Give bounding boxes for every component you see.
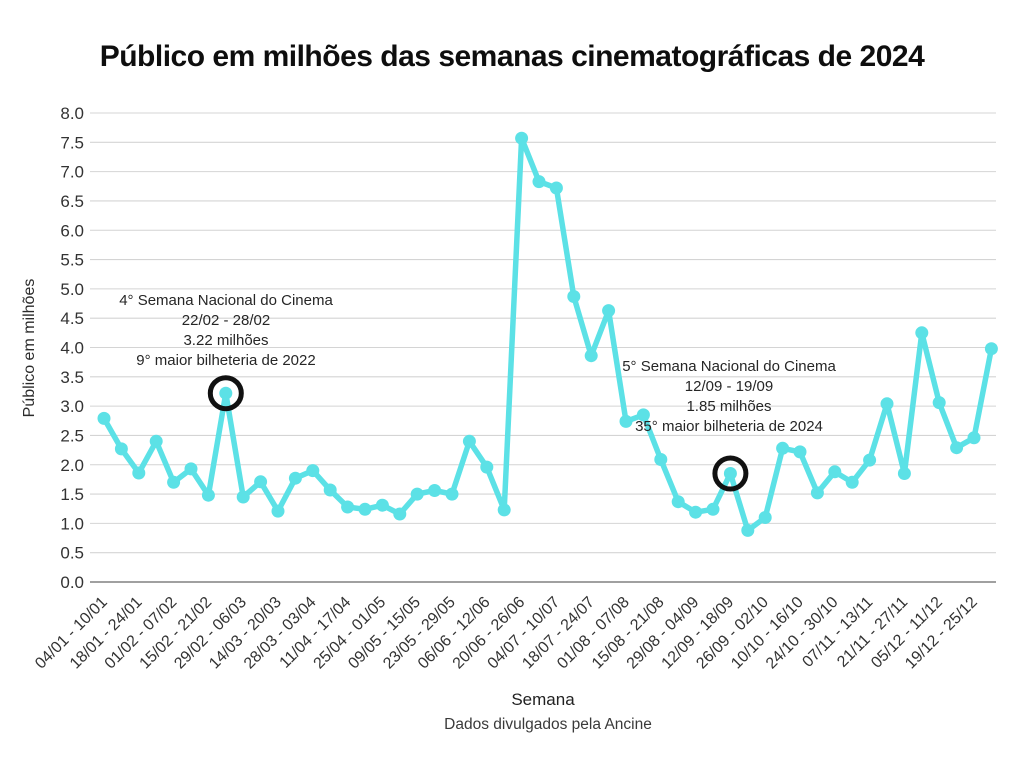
- data-point[interactable]: [897, 467, 911, 480]
- data-point[interactable]: [654, 453, 668, 466]
- data-point[interactable]: [723, 467, 737, 480]
- annotation-line: 1.85 milhões: [686, 398, 772, 415]
- y-tick-label: 4.5: [60, 309, 84, 328]
- y-tick-label: 4.0: [60, 339, 84, 358]
- annotation-circle: [712, 455, 749, 492]
- y-tick-label: 2.0: [60, 456, 84, 475]
- y-tick-label: 7.0: [60, 163, 84, 182]
- data-point[interactable]: [532, 175, 546, 189]
- data-point[interactable]: [567, 290, 581, 303]
- data-point[interactable]: [515, 131, 529, 145]
- chart-title: Público em milhões das semanas cinematog…: [99, 40, 925, 73]
- data-point[interactable]: [375, 498, 389, 512]
- data-point[interactable]: [306, 464, 320, 478]
- data-point[interactable]: [584, 349, 598, 363]
- data-point[interactable]: [602, 304, 616, 318]
- data-point[interactable]: [184, 462, 198, 476]
- data-point[interactable]: [149, 434, 163, 448]
- data-point[interactable]: [271, 504, 285, 518]
- data-point[interactable]: [636, 408, 650, 422]
- y-tick-label: 6.0: [60, 221, 84, 240]
- data-point[interactable]: [810, 486, 824, 500]
- data-point[interactable]: [828, 465, 842, 479]
- data-point[interactable]: [758, 511, 772, 524]
- y-tick-label: 2.5: [60, 426, 84, 445]
- y-tick-label: 3.0: [60, 397, 84, 416]
- data-point[interactable]: [793, 445, 807, 459]
- annotation-semana-nacional-cinema-5: 5° Semana Nacional do Cinema 12/09 - 19/…: [622, 357, 836, 437]
- data-point[interactable]: [114, 442, 128, 456]
- data-point[interactable]: [358, 502, 372, 516]
- annotation-line: 12/09 - 19/09: [684, 378, 774, 395]
- annotation-line: 35° maior bilheteria de 2024: [635, 418, 823, 435]
- data-point[interactable]: [915, 326, 929, 340]
- data-point[interactable]: [984, 342, 998, 356]
- annotation-line: 4° Semana Nacional do Cinema: [119, 292, 333, 309]
- data-point[interactable]: [880, 397, 894, 411]
- x-axis-title: Semana: [511, 690, 575, 709]
- data-point[interactable]: [288, 471, 302, 485]
- chart-caption: Dados divulgados pela Ancine: [444, 716, 652, 733]
- y-tick-label: 7.5: [60, 133, 84, 152]
- y-tick-label: 0.5: [60, 544, 84, 563]
- annotation-line: 5° Semana Nacional do Cinema: [622, 358, 836, 375]
- data-point[interactable]: [863, 453, 877, 467]
- data-point[interactable]: [323, 483, 337, 497]
- data-point[interactable]: [97, 411, 111, 425]
- data-point[interactable]: [689, 505, 703, 519]
- y-tick-label: 3.5: [60, 368, 84, 387]
- data-point[interactable]: [932, 396, 946, 410]
- y-tick-label: 5.0: [60, 280, 84, 299]
- data-point[interactable]: [497, 503, 511, 517]
- data-point[interactable]: [410, 487, 424, 501]
- data-line: [101, 135, 995, 534]
- data-point[interactable]: [480, 460, 494, 474]
- annotation-circle: [207, 375, 244, 412]
- data-point[interactable]: [950, 441, 964, 455]
- data-point[interactable]: [619, 414, 633, 428]
- data-point[interactable]: [671, 495, 685, 509]
- data-point[interactable]: [776, 441, 790, 455]
- data-point[interactable]: [462, 434, 476, 448]
- annotation-line: 9° maior bilheteria de 2022: [136, 352, 316, 369]
- data-point[interactable]: [236, 490, 250, 504]
- data-point[interactable]: [549, 181, 563, 195]
- data-point[interactable]: [254, 475, 268, 489]
- annotation-line: 22/02 - 28/02: [181, 312, 271, 329]
- data-point[interactable]: [445, 487, 459, 501]
- data-point[interactable]: [845, 475, 859, 489]
- data-point[interactable]: [428, 484, 442, 497]
- data-point[interactable]: [132, 466, 146, 480]
- data-point[interactable]: [341, 500, 355, 514]
- annotation-semana-nacional-cinema-4: 4° Semana Nacional do Cinema 22/02 - 28/…: [119, 291, 333, 371]
- y-tick-label: 1.0: [60, 514, 84, 533]
- data-point[interactable]: [706, 502, 720, 516]
- y-tick-label: 5.5: [60, 251, 84, 270]
- y-tick-label: 0.0: [60, 573, 84, 592]
- y-tick-label: 6.5: [60, 192, 84, 211]
- data-point[interactable]: [967, 431, 981, 445]
- data-point[interactable]: [741, 523, 755, 537]
- data-point[interactable]: [201, 488, 215, 502]
- data-point[interactable]: [219, 386, 233, 400]
- data-point[interactable]: [393, 507, 407, 521]
- data-point[interactable]: [167, 475, 181, 489]
- annotation-line: 3.22 milhões: [183, 332, 269, 349]
- y-tick-label: 8.0: [60, 104, 84, 123]
- y-tick-label: 1.5: [60, 485, 84, 504]
